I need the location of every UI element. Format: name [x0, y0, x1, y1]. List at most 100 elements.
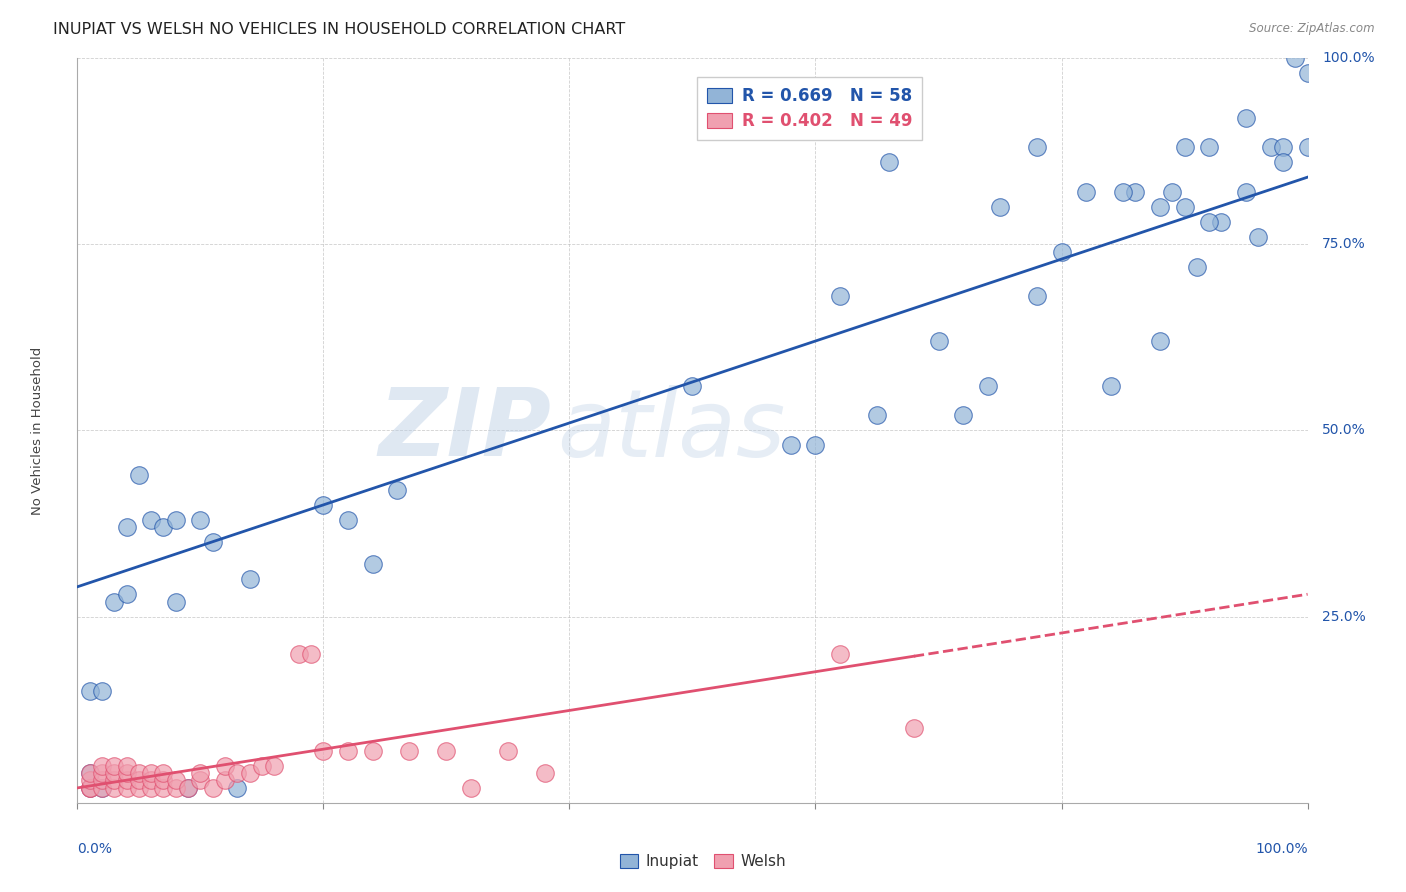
Point [103, 773, 125, 788]
Point [1296, 140, 1319, 154]
Point [1234, 185, 1257, 199]
Point [534, 766, 557, 780]
Point [165, 780, 187, 795]
Point [928, 334, 950, 348]
Point [152, 773, 174, 788]
Point [337, 744, 360, 758]
Text: 100.0%: 100.0% [1256, 841, 1308, 855]
Point [177, 780, 200, 795]
Point [780, 438, 803, 452]
Point [165, 513, 187, 527]
Point [90, 766, 114, 780]
Point [903, 721, 925, 735]
Point [177, 780, 200, 795]
Point [152, 520, 174, 534]
Point [90, 780, 114, 795]
Point [90, 780, 114, 795]
Point [830, 647, 852, 661]
Point [398, 744, 420, 758]
Point [496, 744, 519, 758]
Point [385, 483, 409, 497]
Point [201, 780, 224, 795]
Point [1174, 200, 1197, 214]
Point [977, 378, 1000, 392]
Point [250, 758, 273, 772]
Point [214, 758, 236, 772]
Point [1050, 244, 1073, 259]
Point [79, 780, 101, 795]
Point [79, 780, 101, 795]
Point [1161, 185, 1184, 199]
Point [226, 766, 249, 780]
Point [115, 520, 138, 534]
Point [188, 766, 212, 780]
Point [115, 766, 138, 780]
Point [90, 758, 114, 772]
Point [1125, 185, 1147, 199]
Point [201, 535, 224, 549]
Point [141, 773, 163, 788]
Point [165, 595, 187, 609]
Point [214, 773, 236, 788]
Point [79, 780, 101, 795]
Point [103, 780, 125, 795]
Text: ZIP: ZIP [378, 384, 551, 476]
Point [141, 513, 163, 527]
Point [226, 780, 249, 795]
Point [682, 378, 704, 392]
Text: 0.0%: 0.0% [77, 841, 112, 855]
Point [103, 758, 125, 772]
Point [128, 773, 150, 788]
Point [79, 684, 101, 698]
Point [1284, 51, 1306, 65]
Text: 25.0%: 25.0% [1323, 609, 1367, 624]
Point [866, 409, 889, 423]
Point [263, 758, 285, 772]
Point [1174, 140, 1197, 154]
Point [879, 155, 901, 169]
Point [141, 780, 163, 795]
Point [1076, 185, 1098, 199]
Text: atlas: atlas [557, 384, 786, 476]
Point [115, 773, 138, 788]
Point [312, 498, 335, 512]
Point [436, 744, 458, 758]
Point [141, 766, 163, 780]
Point [79, 766, 101, 780]
Point [1185, 260, 1208, 274]
Point [79, 773, 101, 788]
Point [460, 780, 482, 795]
Text: 75.0%: 75.0% [1323, 237, 1367, 252]
Point [988, 200, 1011, 214]
Point [1234, 111, 1257, 125]
Point [188, 513, 212, 527]
Point [1149, 200, 1171, 214]
Point [103, 766, 125, 780]
Text: No Vehicles in Household: No Vehicles in Household [31, 346, 45, 515]
Point [288, 647, 311, 661]
Point [830, 289, 852, 303]
Point [312, 744, 335, 758]
Point [1198, 140, 1220, 154]
Point [952, 409, 974, 423]
Point [152, 780, 174, 795]
Point [115, 780, 138, 795]
Point [299, 647, 322, 661]
Point [1260, 140, 1282, 154]
Point [1026, 289, 1049, 303]
Text: 50.0%: 50.0% [1323, 424, 1367, 437]
Point [239, 766, 262, 780]
Text: INUPIAT VS WELSH NO VEHICLES IN HOUSEHOLD CORRELATION CHART: INUPIAT VS WELSH NO VEHICLES IN HOUSEHOL… [53, 22, 626, 37]
Point [239, 573, 262, 587]
Point [1247, 229, 1270, 244]
Text: 100.0%: 100.0% [1323, 51, 1375, 65]
Text: Source: ZipAtlas.com: Source: ZipAtlas.com [1250, 22, 1375, 36]
Point [115, 758, 138, 772]
Point [1272, 140, 1295, 154]
Point [103, 595, 125, 609]
Point [1026, 140, 1049, 154]
Point [1198, 215, 1220, 229]
Point [79, 766, 101, 780]
Legend: Inupiat, Welsh: Inupiat, Welsh [614, 848, 792, 875]
Point [804, 438, 827, 452]
